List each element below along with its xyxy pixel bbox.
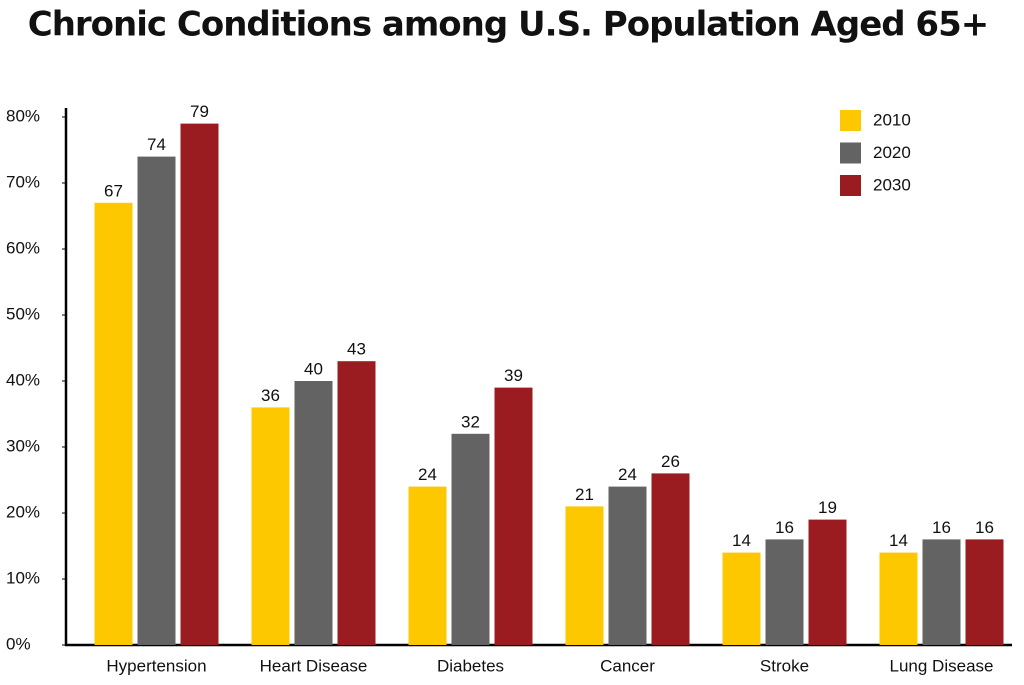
y-tick-label: 60%	[6, 238, 40, 257]
legend-label: 2030	[873, 175, 911, 194]
value-label: 74	[147, 135, 166, 154]
bar	[294, 381, 333, 645]
x-tick-label: Hypertension	[106, 656, 206, 675]
value-label: 16	[975, 518, 994, 537]
value-label: 43	[347, 340, 366, 359]
bar	[608, 486, 647, 645]
bar	[922, 539, 961, 645]
legend-swatch	[840, 175, 861, 196]
x-tick-label: Stroke	[760, 656, 809, 675]
x-tick-label: Cancer	[600, 656, 655, 675]
bar	[808, 519, 847, 645]
bar	[965, 539, 1004, 645]
value-label: 36	[261, 386, 280, 405]
x-tick-label: Lung Disease	[890, 656, 994, 675]
bar	[651, 473, 690, 645]
chart-title: Chronic Conditions among U.S. Population…	[28, 5, 988, 45]
y-tick-label: 10%	[6, 568, 40, 587]
y-tick-label: 0%	[6, 634, 31, 653]
legend-swatch	[840, 142, 861, 164]
value-label: 67	[104, 181, 123, 200]
y-tick-label: 80%	[6, 106, 40, 125]
value-label: 21	[575, 485, 594, 504]
legend-label: 2020	[873, 143, 911, 162]
bar	[765, 539, 804, 645]
bar	[879, 552, 918, 645]
bar	[94, 202, 133, 646]
value-label: 40	[304, 359, 323, 378]
bar	[494, 387, 533, 645]
bar	[137, 156, 176, 645]
y-tick-label: 70%	[6, 172, 40, 191]
x-tick-label: Diabetes	[437, 656, 504, 675]
y-tick-label: 50%	[6, 304, 40, 323]
value-label: 16	[932, 518, 951, 537]
bar	[451, 433, 490, 645]
value-label: 14	[889, 531, 908, 550]
bar	[722, 552, 761, 645]
bar	[251, 407, 290, 645]
x-tick-label: Heart Disease	[260, 656, 368, 675]
bar	[337, 361, 376, 645]
bar	[565, 506, 604, 645]
value-label: 16	[775, 518, 794, 537]
bar	[180, 123, 219, 646]
value-label: 14	[732, 531, 751, 550]
value-label: 26	[661, 452, 680, 471]
value-label: 32	[461, 412, 480, 431]
legend-swatch	[840, 110, 861, 131]
value-label: 24	[418, 465, 437, 484]
y-tick-label: 30%	[6, 436, 40, 455]
value-label: 19	[818, 498, 837, 517]
value-label: 79	[190, 102, 209, 121]
value-label: 24	[618, 465, 637, 484]
legend-label: 2010	[873, 110, 911, 129]
y-tick-label: 40%	[6, 370, 40, 389]
y-tick-label: 20%	[6, 502, 40, 521]
bar	[408, 486, 447, 645]
value-label: 39	[504, 366, 523, 385]
